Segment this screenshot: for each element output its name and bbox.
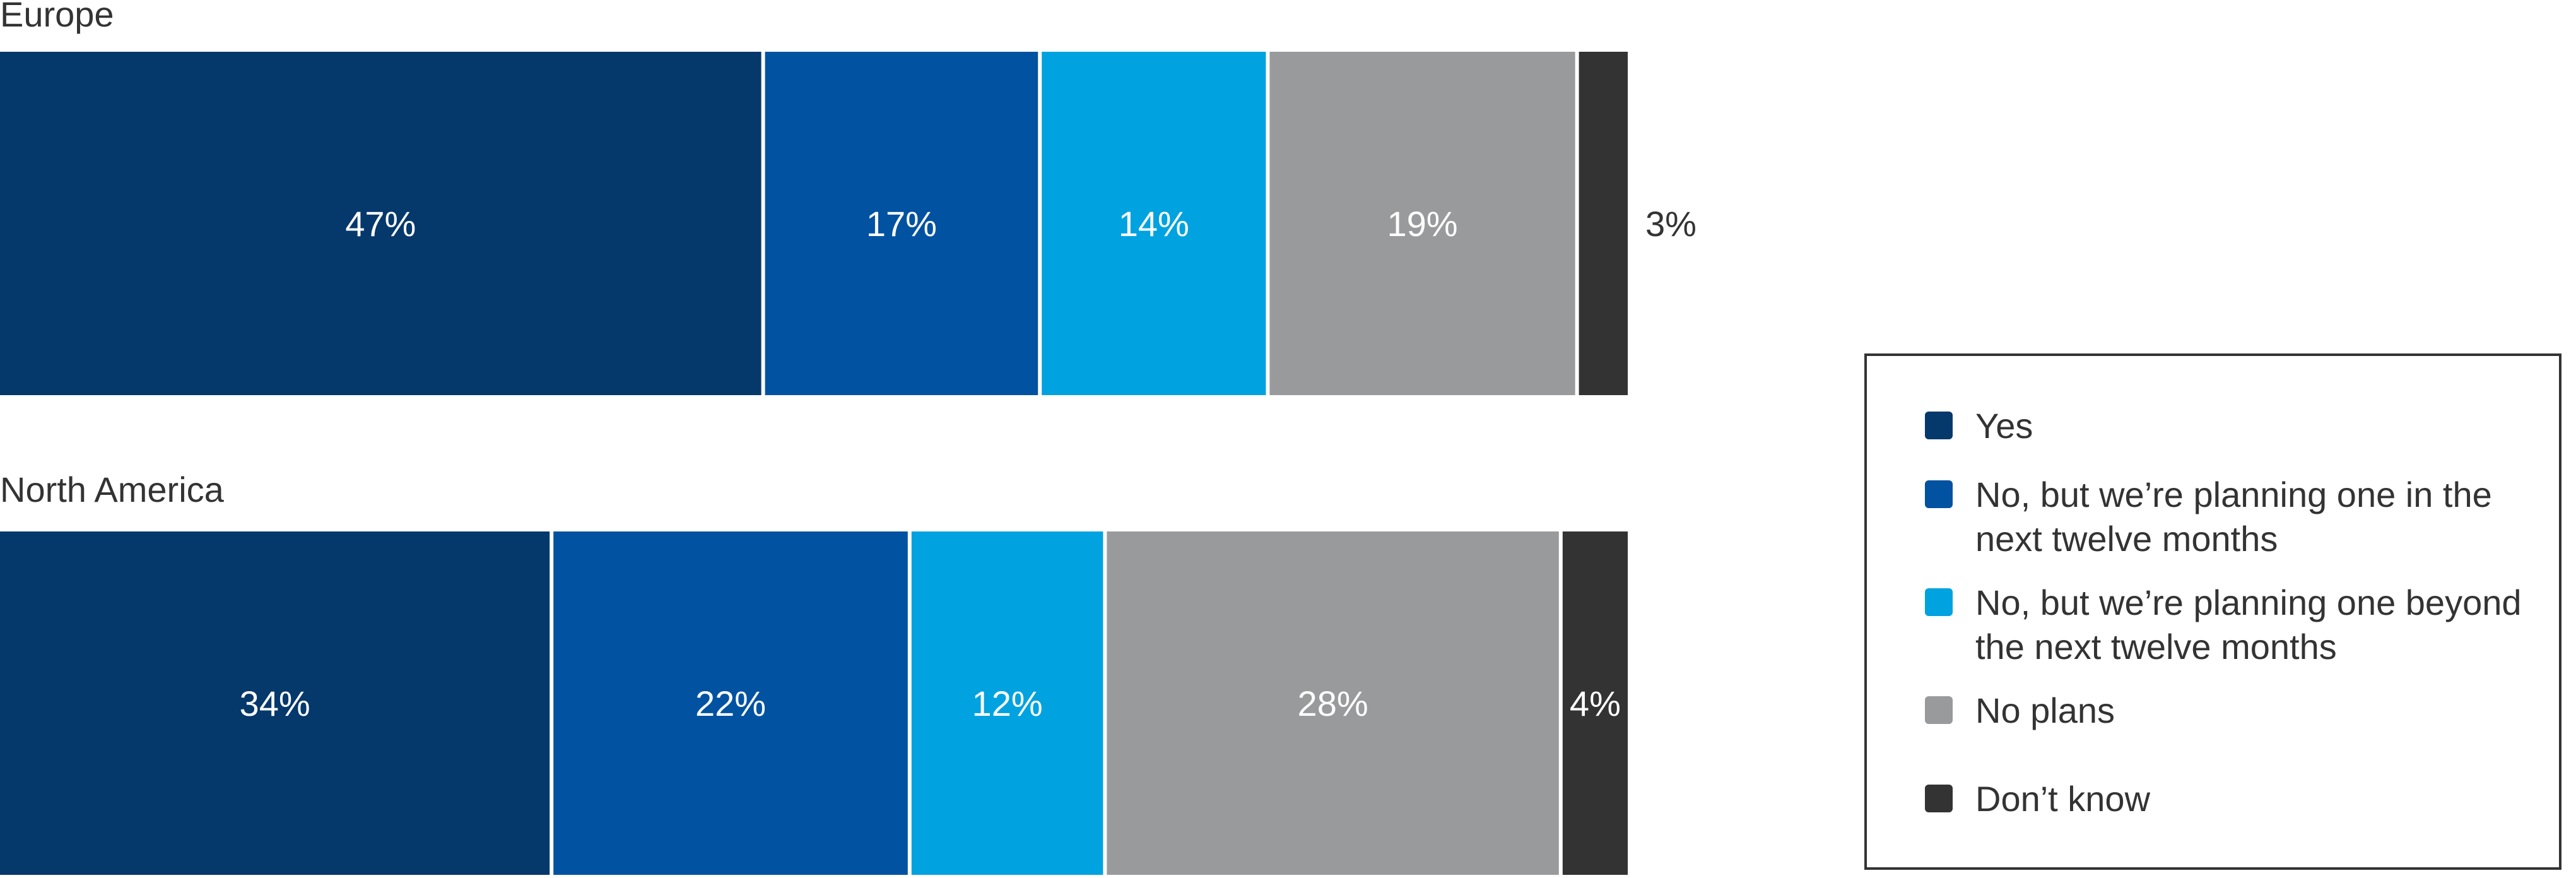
bar-north-america-no-but-we-re-planning-one-in-t [553,531,908,875]
data-label-north-america-2: 12% [972,684,1043,723]
data-label-europe-0: 47% [345,204,416,244]
bar-europe-yes [0,52,762,395]
legend-label-planning-beyond: No, but we’re planning one beyond the ne… [1975,583,2522,667]
legend-item-yes: Yes [1925,404,2543,448]
bar-north-america-don-t-know [1562,531,1628,875]
bar-europe-no-but-we-re-planning-one-beyo [1042,52,1266,395]
bar-europe-don-t-know [1579,52,1628,395]
bar-europe-no-but-we-re-planning-one-in-t [765,52,1038,395]
data-label-europe-4: 3% [1645,204,1697,244]
legend-swatch-dont-know [1925,785,1953,812]
legend-swatch-no-plans [1925,696,1953,724]
legend-swatch-planning-12-months [1925,480,1953,508]
bar-north-america-no-plans [1107,531,1559,875]
bar-north-america-yes [0,531,550,875]
legend-swatch-planning-beyond [1925,588,1953,616]
legend-label-no-plans: No plans [1975,691,2115,730]
data-label-north-america-0: 34% [240,684,310,723]
legend: Yes No, but we’re planning one in the ne… [1864,353,2561,870]
data-label-north-america-3: 28% [1298,684,1368,723]
data-label-europe-1: 17% [866,204,937,244]
legend-item-dont-know: Don’t know [1925,777,2543,821]
data-label-north-america-4: 4% [1570,684,1621,723]
bar-europe-no-plans [1269,52,1575,395]
legend-item-planning-12-months: No, but we’re planning one in the next t… [1925,473,2543,561]
data-label-north-america-1: 22% [695,684,766,723]
legend-item-planning-beyond: No, but we’re planning one beyond the ne… [1925,581,2543,669]
data-label-europe-2: 14% [1119,204,1189,244]
legend-item-no-plans: No plans [1925,689,2543,733]
legend-label-dont-know: Don’t know [1975,779,2151,819]
category-label-north-america: North America [0,470,225,509]
legend-label-yes: Yes [1975,406,2033,446]
bar-north-america-no-but-we-re-planning-one-beyo [911,531,1103,875]
legend-swatch-yes [1925,412,1953,439]
data-label-europe-3: 19% [1387,204,1457,244]
category-label-europe: Europe [0,0,114,34]
legend-label-planning-12-months: No, but we’re planning one in the next t… [1975,475,2492,559]
